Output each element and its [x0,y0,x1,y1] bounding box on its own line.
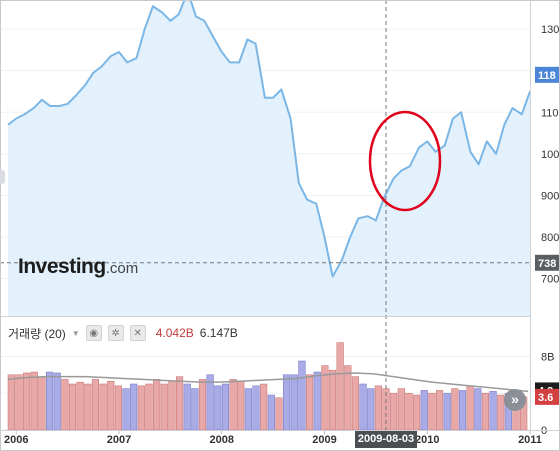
volume-bar [114,385,122,431]
x-tick-label: 2006 [4,434,28,446]
x-tick-label: 2007 [107,434,131,446]
price-y-tick-label: 1100 [541,107,560,119]
volume-bar [252,385,260,431]
value-badges: 1187384.33.6 [535,66,560,405]
price-line [7,0,531,278]
price-area [7,0,531,316]
volume-bar [290,374,298,431]
volume-badge-last: 3.6 [538,392,553,404]
logo-suffix: .com [105,260,139,277]
x-tick-label: 2008 [209,434,233,446]
volume-header: 거래량 (20) ▼ ◉ ✲ ✕ 4.042B 6.147B [8,324,238,342]
right-axis-line [530,0,531,430]
volume-y-tick-label: 8B [541,351,554,363]
volume-bar [91,379,100,431]
volume-bar [53,372,61,431]
volume-bar [275,397,283,431]
volume-bar [15,374,23,431]
current-price-badge-bg [535,66,560,83]
x-tick-label: 2010 [415,434,439,446]
gear-icon[interactable]: ✲ [107,325,124,341]
volume-bar [61,379,69,431]
volume-label: 거래량 (20) [8,326,66,341]
crosshair-date-label: 2009-08-03 [355,431,417,448]
price-y-tick-label: 1000 [541,149,560,161]
volume-bar [7,374,15,431]
volume-bar [374,385,382,431]
annotation-ellipse [368,110,442,212]
volume-bar [214,385,222,431]
price-y-tick-label: 900 [541,190,559,202]
volume-value-red: 4.042B [155,326,194,340]
x-ticks: 2006 2007 2008 2009 2010 2011 [4,430,542,446]
volume-bars [7,342,528,431]
volume-badge-last-bg [535,388,560,405]
eye-icon[interactable]: ◉ [85,325,102,341]
volume-y-tick-label: 0 [541,425,547,437]
price-area-fill [8,0,530,316]
left-collapse-handle[interactable] [0,170,5,184]
volume-bar [305,374,314,431]
logo-brand: Investing [18,255,106,278]
volume-ma-line [7,372,529,393]
x-tick-label: 2011 [518,434,542,446]
volume-bar [23,372,31,431]
volume-bar [229,379,237,431]
crosshair-price-badge: 738 [538,258,556,270]
current-price-badge: 118 [538,70,556,82]
annotation-circle [368,110,442,212]
close-icon[interactable]: ✕ [129,325,146,341]
pane-divider[interactable] [0,316,530,317]
volume-bar [489,391,497,431]
scroll-right-button[interactable]: » [504,389,526,411]
x-tick-label: 2009 [312,434,336,446]
price-y-tick-label: 700 [541,274,559,286]
volume-value-black: 6.147B [199,326,238,340]
price-y-tick-label: 800 [541,232,559,244]
volume-bar [206,374,214,431]
crosshair-price-badge-bg [535,254,560,271]
crosshair [0,0,530,430]
volume-moving-average [7,372,529,393]
volume-bar [107,380,115,431]
x-axis-line [0,430,560,431]
volume-bar [137,385,145,431]
investing-logo: Investing.com [18,255,138,279]
volume-bar [283,374,291,431]
chevron-down-icon[interactable]: ▼ [71,328,80,338]
volume-bar [198,379,207,431]
